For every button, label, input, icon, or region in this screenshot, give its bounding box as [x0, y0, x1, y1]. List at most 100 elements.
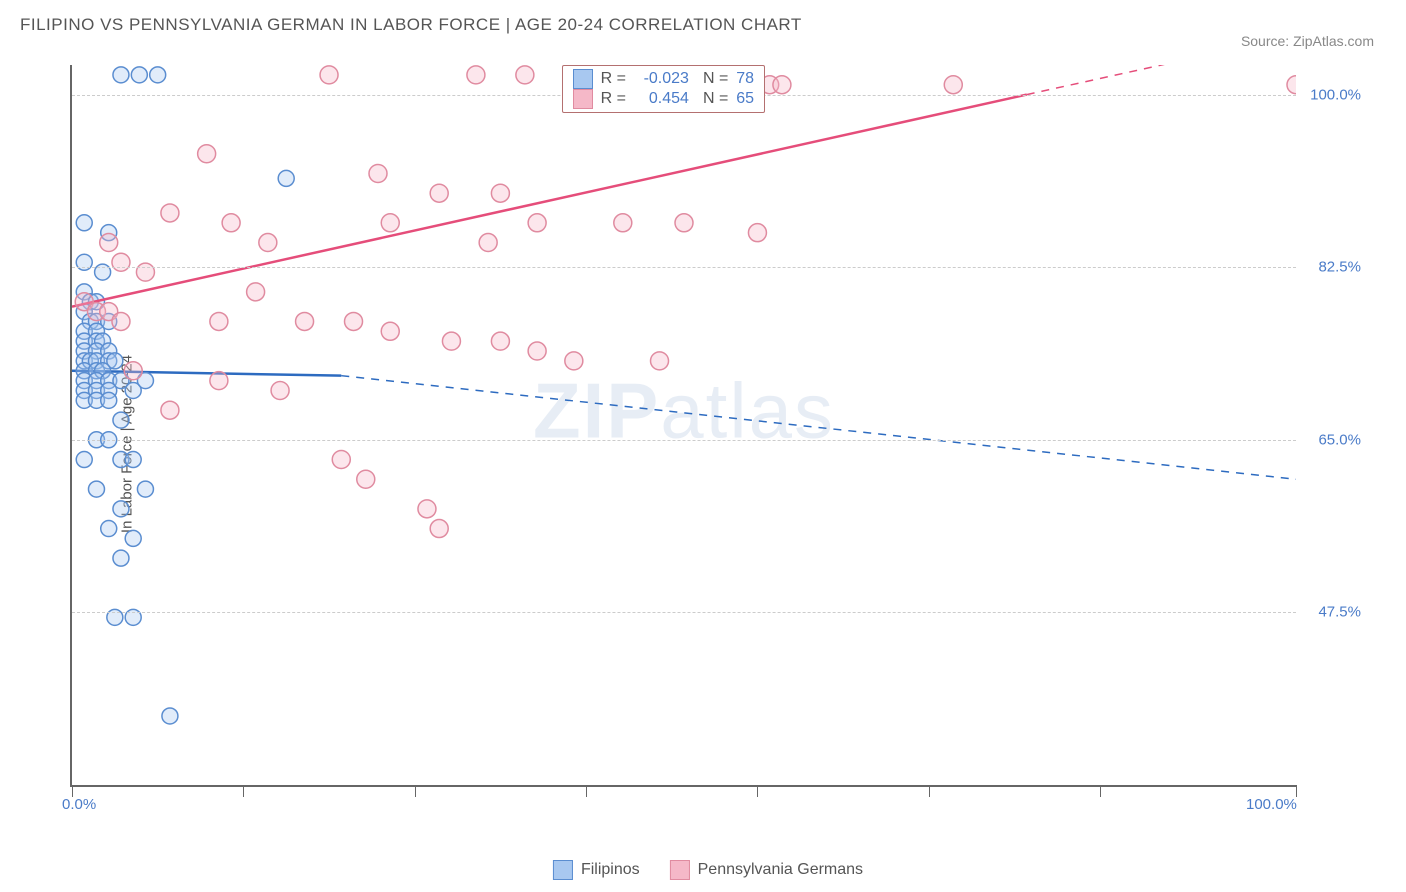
data-point	[944, 76, 962, 94]
data-point	[131, 67, 147, 83]
data-point	[467, 66, 485, 84]
series-legend-label: Pennsylvania Germans	[698, 861, 863, 879]
data-point	[124, 362, 142, 380]
data-point	[161, 401, 179, 419]
data-point	[259, 234, 277, 252]
y-tick-label: 47.5%	[1318, 604, 1361, 621]
data-point	[76, 215, 92, 231]
source-attribution: Source: ZipAtlas.com	[1241, 33, 1374, 49]
data-point	[112, 253, 130, 271]
data-point	[345, 312, 363, 330]
legend-swatch	[553, 860, 573, 880]
data-point	[222, 214, 240, 232]
data-point	[113, 67, 129, 83]
x-tick	[243, 785, 244, 797]
data-point	[198, 145, 216, 163]
legend-swatch	[573, 89, 593, 109]
data-point	[418, 500, 436, 518]
x-tick-label: 100.0%	[1246, 796, 1297, 813]
data-point	[516, 66, 534, 84]
regression-line	[72, 95, 1027, 307]
data-point	[381, 214, 399, 232]
x-tick	[757, 785, 758, 797]
series-legend-label: Filipinos	[581, 861, 640, 879]
data-point	[675, 214, 693, 232]
x-tick	[415, 785, 416, 797]
chart-title: FILIPINO VS PENNSYLVANIA GERMAN IN LABOR…	[20, 15, 1396, 35]
data-point	[442, 332, 460, 350]
data-point	[528, 342, 546, 360]
data-point	[491, 332, 509, 350]
gridline-horizontal	[72, 612, 1296, 613]
chart-container: FILIPINO VS PENNSYLVANIA GERMAN IN LABOR…	[20, 15, 1396, 882]
x-tick	[1100, 785, 1101, 797]
legend-r-value: 0.454	[634, 90, 689, 108]
data-point	[101, 392, 117, 408]
legend-swatch	[670, 860, 690, 880]
data-point	[161, 204, 179, 222]
data-point	[278, 170, 294, 186]
legend-n-label: N =	[703, 90, 728, 108]
legend-r-value: -0.023	[634, 70, 689, 88]
correlation-legend: R = -0.023 N = 78 R = 0.454 N = 65	[562, 65, 765, 113]
legend-n-value: 65	[736, 90, 754, 108]
data-point	[565, 352, 583, 370]
data-point	[479, 234, 497, 252]
data-point	[614, 214, 632, 232]
data-point	[113, 412, 129, 428]
data-point	[369, 164, 387, 182]
plot-area: In Labor Force | Age 20-24 ZIPatlas R = …	[70, 65, 1366, 822]
data-point	[1287, 76, 1296, 94]
y-tick-label: 100.0%	[1310, 86, 1361, 103]
series-legend-item: Pennsylvania Germans	[670, 860, 863, 880]
data-point	[113, 501, 129, 517]
data-point	[381, 322, 399, 340]
data-point	[491, 184, 509, 202]
correlation-legend-row: R = 0.454 N = 65	[573, 89, 754, 109]
legend-swatch	[573, 69, 593, 89]
scatter-plot-svg	[72, 65, 1296, 785]
plot-inner: ZIPatlas R = -0.023 N = 78 R = 0.454 N =…	[70, 65, 1296, 787]
y-tick-label: 82.5%	[1318, 259, 1361, 276]
data-point	[210, 372, 228, 390]
legend-r-label: R =	[601, 90, 626, 108]
x-tick	[929, 785, 930, 797]
data-point	[113, 550, 129, 566]
data-point	[271, 381, 289, 399]
regression-line-extrapolated	[1027, 65, 1296, 95]
data-point	[357, 470, 375, 488]
data-point	[332, 451, 350, 469]
data-point	[125, 530, 141, 546]
series-legend-item: Filipinos	[553, 860, 640, 880]
x-tick	[586, 785, 587, 797]
regression-line-extrapolated	[341, 376, 1296, 480]
y-tick-label: 65.0%	[1318, 431, 1361, 448]
data-point	[125, 452, 141, 468]
data-point	[773, 76, 791, 94]
legend-r-label: R =	[601, 70, 626, 88]
data-point	[101, 521, 117, 537]
data-point	[528, 214, 546, 232]
legend-n-label: N =	[703, 70, 728, 88]
x-tick-label: 0.0%	[62, 796, 96, 813]
data-point	[137, 481, 153, 497]
series-legend: Filipinos Pennsylvania Germans	[553, 860, 863, 880]
gridline-horizontal	[72, 267, 1296, 268]
data-point	[150, 67, 166, 83]
data-point	[88, 481, 104, 497]
data-point	[247, 283, 265, 301]
data-point	[430, 184, 448, 202]
gridline-horizontal	[72, 440, 1296, 441]
data-point	[210, 312, 228, 330]
data-point	[430, 520, 448, 538]
data-point	[112, 312, 130, 330]
correlation-legend-row: R = -0.023 N = 78	[573, 69, 754, 89]
data-point	[76, 452, 92, 468]
data-point	[100, 234, 118, 252]
data-point	[296, 312, 314, 330]
data-point	[136, 263, 154, 281]
data-point	[320, 66, 338, 84]
data-point	[748, 224, 766, 242]
data-point	[651, 352, 669, 370]
data-point	[162, 708, 178, 724]
